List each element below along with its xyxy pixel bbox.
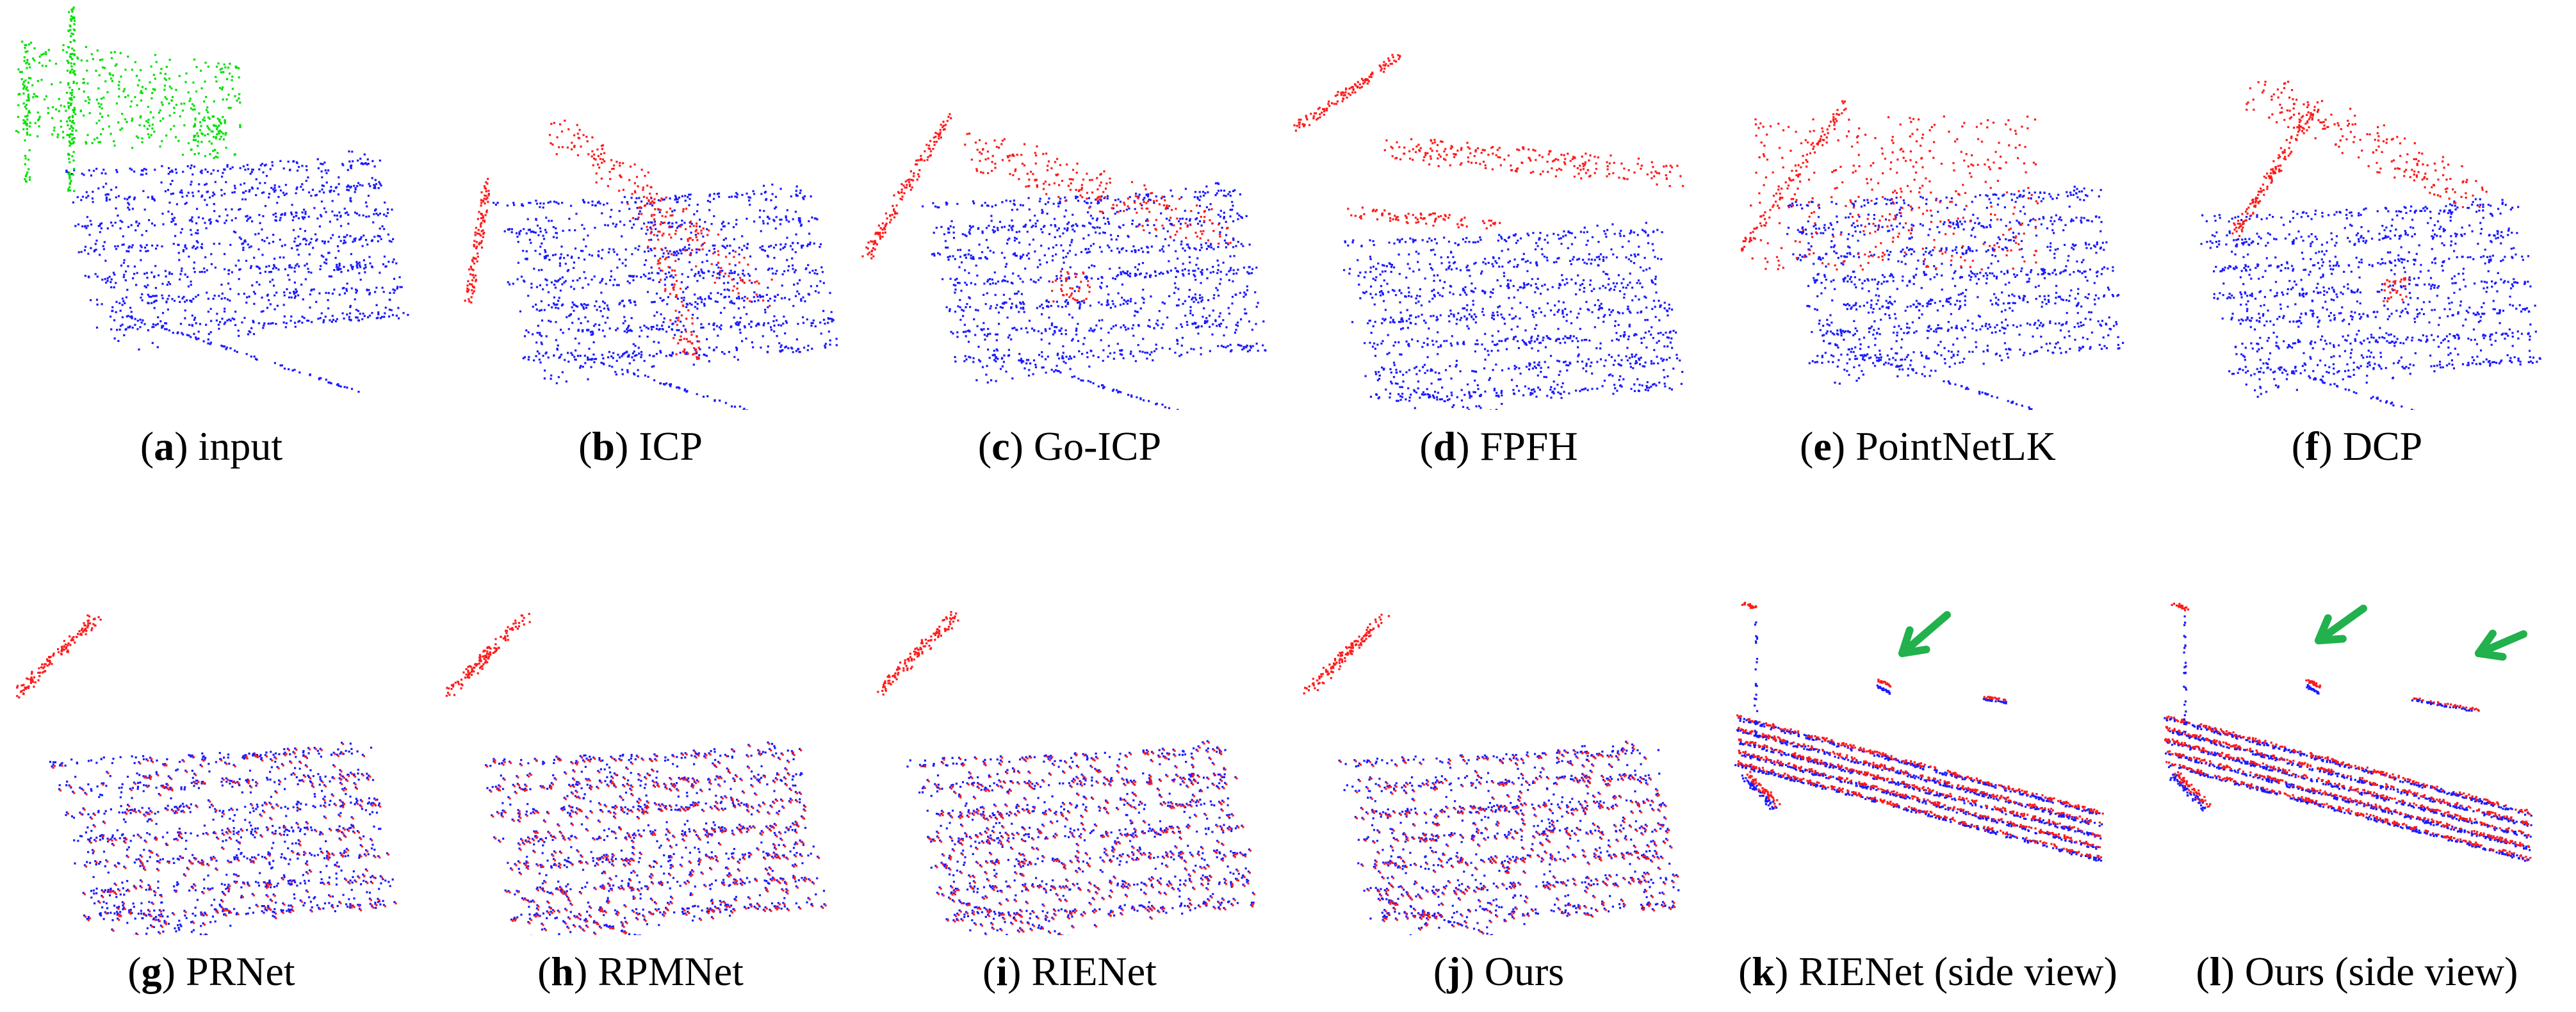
point-cloud-image: [1293, 54, 1684, 410]
caption: (c) Go-ICP: [977, 423, 1162, 469]
caption: (h) RPMNet: [537, 949, 744, 994]
point-cloud: [1734, 601, 2104, 862]
point-cloud: [1740, 100, 2124, 410]
point-cloud: [16, 614, 397, 935]
point-cloud-image: [1303, 614, 1680, 935]
caption-letter: l: [2209, 949, 2221, 994]
panel-j-ours: (j) Ours: [1287, 525, 1710, 1012]
caption-letter: h: [551, 949, 574, 994]
arrow-indicator: [2475, 630, 2527, 657]
caption: (d) FPFH: [1419, 423, 1578, 469]
point-cloud-image: [464, 119, 838, 410]
panel-g-prnet: (g) PRNet: [0, 525, 423, 1012]
point-cloud: [2200, 81, 2541, 410]
panel-c-go-icp: (c) Go-ICP: [858, 0, 1281, 487]
caption: (f) DCP: [2291, 423, 2423, 469]
caption: (j) Ours: [1433, 949, 1565, 994]
point-cloud: [861, 113, 1267, 410]
caption-label: RPMNet: [598, 949, 744, 994]
panel-f-dcp: (f) DCP: [2146, 0, 2568, 487]
caption-label: DCP: [2342, 423, 2423, 469]
panel-a-input: (a) input: [0, 0, 423, 487]
caption-letter: j: [1447, 949, 1461, 994]
panel-k-rienet-side-view: (k) RIENet (side view): [1716, 525, 2139, 1012]
panel-d-fpfh: (d) FPFH: [1287, 0, 1710, 487]
caption-label: Go-ICP: [1033, 423, 1162, 469]
point-cloud-image: [2200, 81, 2541, 410]
caption: (g) PRNet: [127, 949, 295, 994]
caption-label: Ours: [1484, 949, 1565, 994]
point-cloud: [877, 610, 1255, 935]
arrow-indicator: [2315, 605, 2367, 644]
panel-l-ours-side-view: (l) Ours (side view): [2146, 525, 2568, 1012]
point-cloud-image: [877, 610, 1255, 935]
point-cloud: [15, 6, 409, 393]
caption-label: input: [198, 423, 283, 469]
arrow-head: [1898, 626, 1930, 657]
point-cloud-image: [861, 113, 1267, 410]
caption: (e) PointNetLK: [1800, 423, 2056, 469]
caption-letter: c: [991, 423, 1010, 469]
caption-label: PRNet: [185, 949, 295, 994]
panel-h-rpmnet: (h) RPMNet: [429, 525, 852, 1012]
caption-letter: a: [154, 423, 175, 469]
point-cloud-image: [2164, 602, 2532, 862]
point-cloud-image: [1734, 601, 2104, 862]
point-cloud: [1293, 54, 1684, 410]
caption-label: FPFH: [1480, 423, 1578, 469]
caption-letter: f: [2305, 423, 2319, 469]
caption: (a) input: [140, 423, 283, 469]
caption: (k) RIENet (side view): [1738, 949, 2117, 994]
caption: (l) Ours (side view): [2196, 949, 2518, 994]
point-cloud: [1303, 614, 1680, 935]
panel-e-pointnetlk: (e) PointNetLK: [1716, 0, 2139, 487]
panel-b-icp: (b) ICP: [429, 0, 852, 487]
point-cloud: [464, 119, 838, 410]
caption-label: Ours (side view): [2244, 949, 2518, 994]
caption: (i) RIENet: [982, 949, 1157, 994]
arrow-indicator: [1898, 611, 1951, 657]
caption-letter: b: [592, 423, 615, 469]
caption-letter: e: [1813, 423, 1832, 469]
point-cloud-image: [1740, 100, 2124, 410]
arrow-head: [2315, 614, 2347, 644]
caption-label: ICP: [639, 423, 703, 469]
panel-i-rienet: (i) RIENet: [858, 525, 1281, 1012]
caption-letter: k: [1752, 949, 1775, 994]
caption-letter: i: [996, 949, 1008, 994]
point-cloud: [445, 612, 827, 935]
point-cloud: [2164, 602, 2532, 862]
caption-letter: g: [141, 949, 162, 994]
caption: (b) ICP: [578, 423, 703, 469]
point-cloud-image: [445, 612, 827, 935]
point-cloud-image: [15, 6, 409, 393]
caption-letter: d: [1433, 423, 1456, 469]
caption-label: PointNetLK: [1855, 423, 2056, 469]
point-cloud-image: [16, 614, 397, 935]
caption-label: RIENet: [1031, 949, 1157, 994]
arrow-head: [2475, 629, 2507, 661]
caption-label: RIENet (side view): [1798, 949, 2117, 994]
